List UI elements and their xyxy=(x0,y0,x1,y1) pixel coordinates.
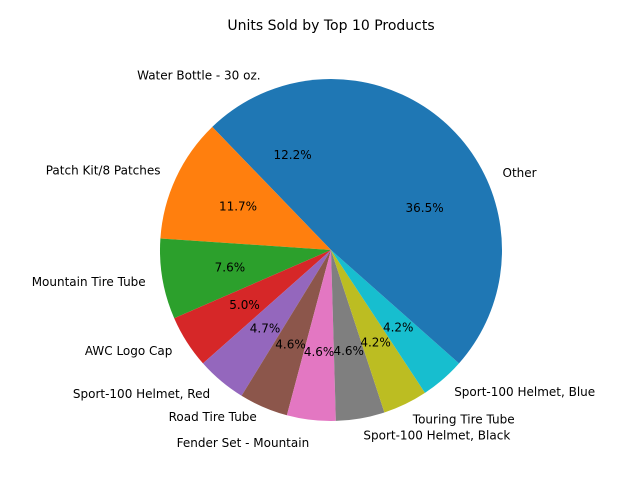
pie-slice xyxy=(212,79,331,250)
slice-label: Touring Tire Tube xyxy=(412,412,515,426)
percent-label: 4.6% xyxy=(275,337,306,351)
pie-slice xyxy=(331,79,503,364)
slice-labels: Water Bottle - 30 oz. Patch Kit/8 Patches… xyxy=(32,69,595,450)
slice-label: Patch Kit/8 Patches xyxy=(46,164,161,178)
slice-label: Other xyxy=(503,166,537,180)
pie-slices xyxy=(159,79,503,421)
pie-slice xyxy=(159,238,331,319)
chart-title: Units Sold by Top 10 Products xyxy=(227,18,434,34)
percent-label: 4.2% xyxy=(383,321,414,335)
pie-slice xyxy=(286,250,336,421)
pie-slice xyxy=(331,250,425,413)
percent-label: 11.7% xyxy=(219,200,257,214)
percent-label: 4.2% xyxy=(360,335,391,349)
percent-label: 36.5% xyxy=(406,201,444,215)
pie-slice xyxy=(160,126,331,250)
percent-label: 7.6% xyxy=(215,261,246,275)
percent-label: 4.6% xyxy=(304,345,335,359)
percent-labels: 12.2%11.7%7.6%5.0%4.7%4.6%4.6% 4.6%4.2%4.… xyxy=(215,148,444,359)
pie-slice xyxy=(202,250,331,396)
percent-label: 5.0% xyxy=(229,298,260,312)
pie-slice xyxy=(331,250,385,421)
slice-label: Water Bottle - 30 oz. xyxy=(137,69,261,83)
pie-slice xyxy=(174,250,331,364)
slice-label: Sport-100 Helmet, Red xyxy=(73,387,210,401)
slice-label: Mountain Tire Tube xyxy=(32,275,146,289)
percent-label: 12.2% xyxy=(274,148,312,162)
pie-slice xyxy=(331,250,460,393)
percent-label: 4.7% xyxy=(250,322,281,336)
slice-label: Sport-100 Helmet, Black xyxy=(363,428,510,442)
slice-label: Sport-100 Helmet, Blue xyxy=(454,385,595,399)
slice-label: Fender Set - Mountain xyxy=(177,436,310,450)
pie-slice xyxy=(241,250,331,416)
slice-label: AWC Logo Cap xyxy=(85,344,173,358)
percent-label: 4.6% xyxy=(333,344,364,358)
slice-label: Road Tire Tube xyxy=(169,410,257,424)
